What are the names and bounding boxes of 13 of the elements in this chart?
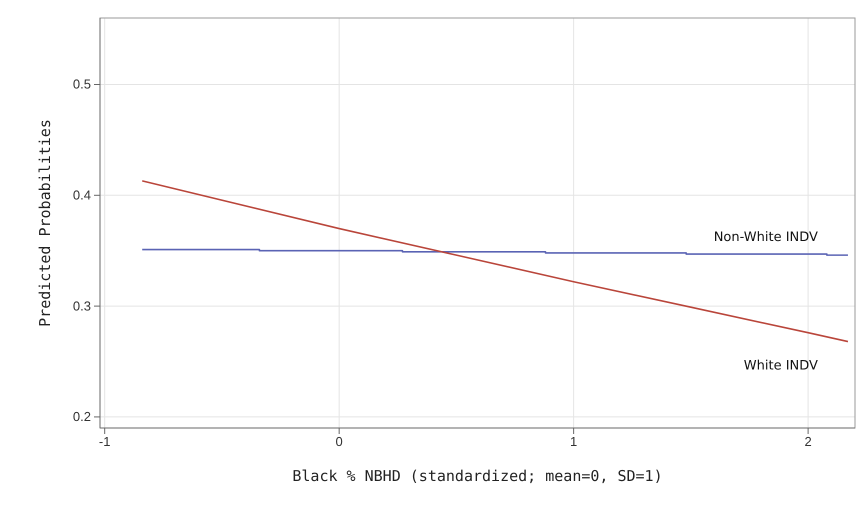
y-tick-label: 0.2 <box>72 409 91 424</box>
x-tick-label: 0 <box>336 434 343 450</box>
y-axis-title: Predicted Probabilities <box>36 119 54 327</box>
x-tick-label: 2 <box>804 434 812 450</box>
y-tick-label: 0.3 <box>72 298 91 314</box>
series-label: Non-White INDV <box>714 230 818 246</box>
x-axis-title: Black % NBHD (standardized; mean=0, SD=1) <box>292 467 663 485</box>
line-series <box>141 180 849 342</box>
y-tick-label: 0.5 <box>72 76 91 92</box>
series-label: White INDV <box>744 358 818 374</box>
y-tick-label: 0.4 <box>72 187 91 202</box>
x-tick-label: -1 <box>98 434 110 450</box>
x-tick-label: 1 <box>570 434 578 450</box>
